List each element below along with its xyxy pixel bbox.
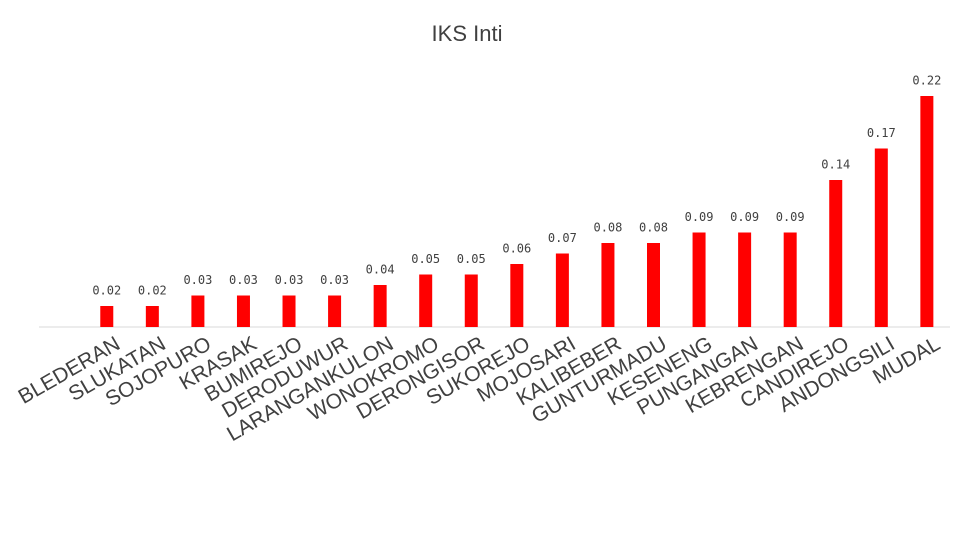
value-label: 0.05: [457, 252, 486, 266]
bar: [920, 96, 934, 327]
bar: [328, 295, 342, 327]
chart-title: IKS Inti: [432, 21, 503, 46]
bar: [555, 253, 569, 327]
bar: [829, 180, 843, 327]
value-label: 0.09: [730, 210, 759, 224]
bar: [236, 295, 250, 327]
value-label: 0.02: [92, 284, 121, 298]
value-label: 0.06: [502, 242, 531, 256]
value-label: 0.17: [867, 126, 896, 140]
bar: [191, 295, 205, 327]
bar: [510, 264, 524, 327]
value-label: 0.09: [776, 210, 805, 224]
bar: [282, 295, 296, 327]
bar: [373, 285, 387, 327]
bar: [647, 243, 660, 327]
value-label: 0.03: [275, 273, 304, 287]
value-label: 0.07: [548, 231, 577, 245]
value-label: 0.03: [183, 273, 212, 287]
value-label: 0.04: [366, 263, 395, 277]
value-label: 0.14: [821, 158, 850, 172]
bar: [145, 306, 159, 327]
bar: [464, 274, 478, 327]
bar: [692, 232, 706, 327]
bar: [874, 148, 888, 327]
bar: [419, 274, 433, 327]
value-label: 0.09: [685, 210, 714, 224]
bar: [100, 306, 114, 327]
bar: [738, 232, 752, 327]
value-label: 0.02: [138, 284, 167, 298]
value-label: 0.22: [912, 74, 941, 88]
value-label: 0.08: [593, 221, 622, 235]
value-label: 0.03: [229, 273, 258, 287]
value-label: 0.05: [411, 252, 440, 266]
value-label: 0.08: [639, 221, 668, 235]
bar: [601, 243, 615, 327]
bar: [783, 232, 797, 327]
value-label: 0.03: [320, 273, 349, 287]
